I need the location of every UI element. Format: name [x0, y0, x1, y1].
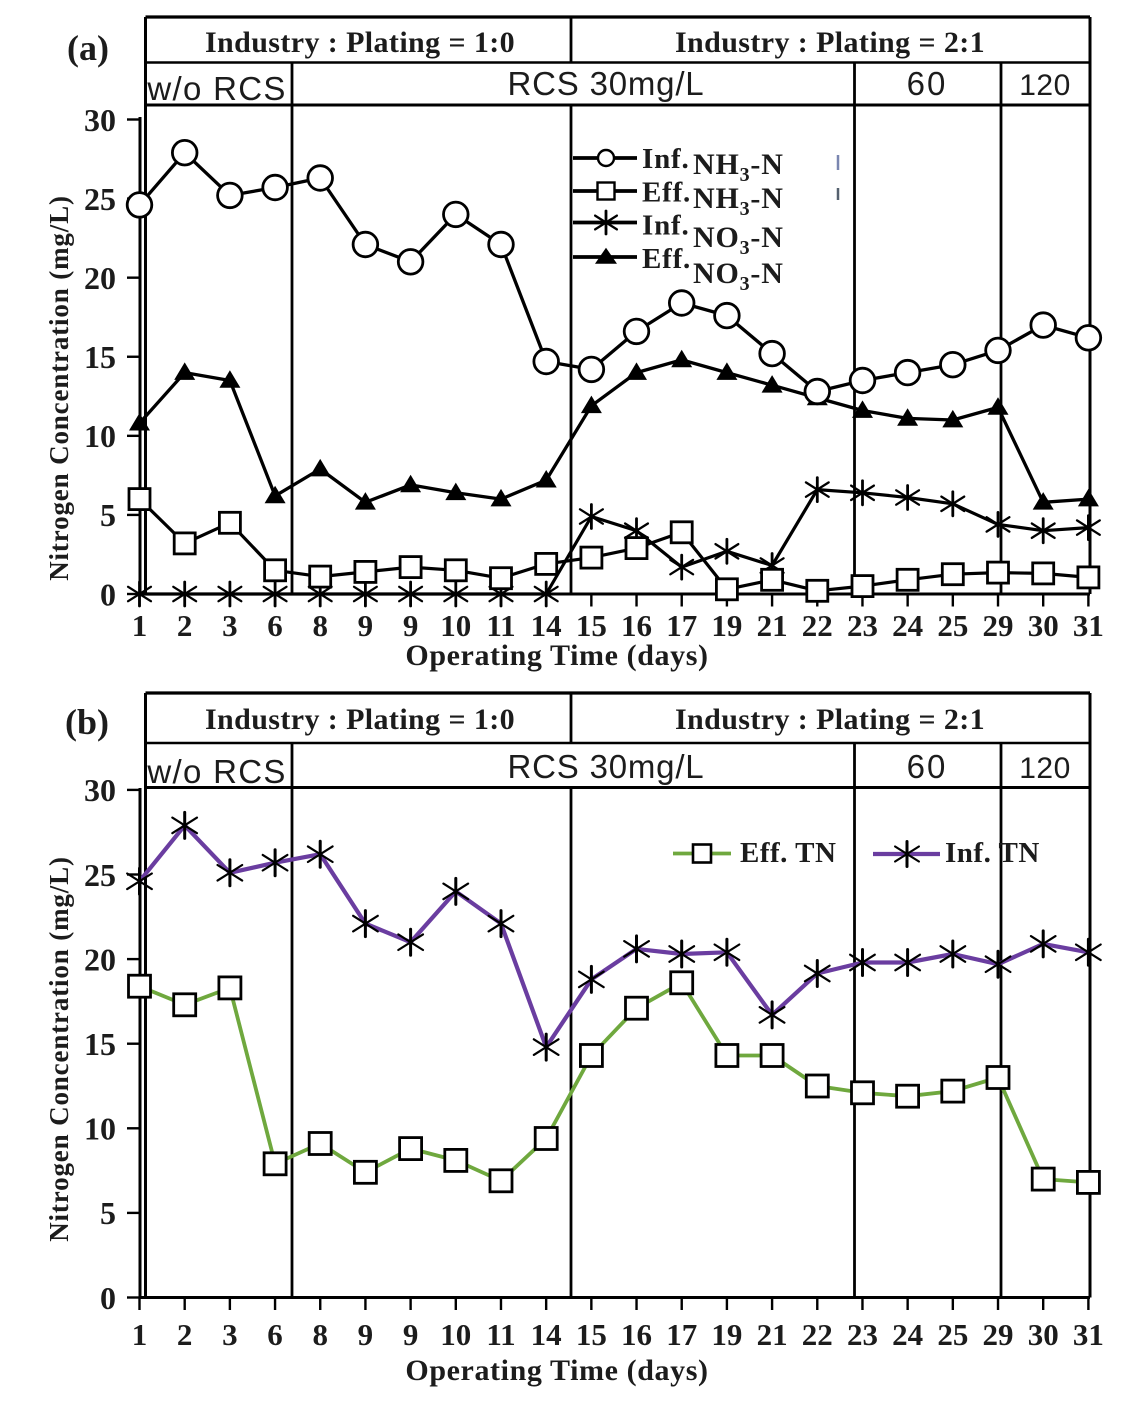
- svg-text:2: 2: [177, 1317, 193, 1352]
- svg-text:29: 29: [983, 1317, 1014, 1352]
- svg-text:120: 120: [1019, 752, 1071, 785]
- svg-text:60: 60: [907, 748, 948, 785]
- svg-text:Operating Time (days): Operating Time (days): [405, 639, 708, 672]
- svg-text:Eff.: Eff.: [642, 243, 691, 275]
- svg-text:3: 3: [222, 608, 238, 643]
- svg-text:25: 25: [937, 608, 968, 643]
- svg-text:29: 29: [983, 608, 1014, 643]
- svg-text:16: 16: [621, 608, 652, 643]
- svg-text:30: 30: [84, 102, 116, 138]
- svg-text:2: 2: [177, 608, 193, 643]
- svg-text:(b): (b): [65, 702, 109, 742]
- svg-text:15: 15: [84, 339, 116, 375]
- svg-text:14: 14: [531, 1317, 562, 1352]
- svg-text:w/o RCS: w/o RCS: [146, 753, 286, 790]
- svg-text:25: 25: [84, 181, 116, 217]
- svg-text:17: 17: [666, 1317, 697, 1352]
- svg-text:31: 31: [1073, 608, 1104, 643]
- svg-text:1: 1: [132, 1317, 148, 1352]
- svg-text:10: 10: [84, 1111, 116, 1147]
- svg-text:Industry : Plating = 1:0: Industry : Plating = 1:0: [205, 703, 515, 736]
- svg-text:NO3-N: NO3-N: [693, 221, 784, 259]
- svg-text:0: 0: [100, 576, 116, 612]
- svg-text:6: 6: [267, 1317, 283, 1352]
- svg-text:5: 5: [100, 497, 116, 533]
- svg-text:1: 1: [132, 608, 148, 643]
- svg-text:RCS 30mg/L: RCS 30mg/L: [508, 748, 705, 785]
- svg-text:21: 21: [757, 608, 788, 643]
- svg-text:24: 24: [892, 1317, 923, 1352]
- svg-text:10: 10: [440, 608, 471, 643]
- svg-text:22: 22: [802, 1317, 833, 1352]
- svg-text:6: 6: [267, 608, 283, 643]
- svg-text:Eff.: Eff.: [642, 177, 691, 209]
- svg-text:15: 15: [576, 1317, 607, 1352]
- svg-text:17: 17: [666, 608, 697, 643]
- svg-text:30: 30: [1028, 1317, 1059, 1352]
- svg-text:Industry : Plating = 1:0: Industry : Plating = 1:0: [205, 26, 515, 59]
- svg-text:30: 30: [84, 772, 116, 808]
- svg-text:24: 24: [892, 608, 923, 643]
- svg-text:8: 8: [312, 1317, 328, 1352]
- svg-text:w/o RCS: w/o RCS: [146, 70, 286, 107]
- svg-text:5: 5: [100, 1195, 116, 1231]
- svg-text:3: 3: [222, 1317, 238, 1352]
- svg-text:Inf.: Inf.: [642, 210, 690, 242]
- svg-text:15: 15: [576, 608, 607, 643]
- svg-text:9: 9: [403, 1317, 419, 1352]
- svg-text:0: 0: [100, 1280, 116, 1316]
- svg-text:Operating Time (days): Operating Time (days): [405, 1354, 708, 1387]
- svg-text:60: 60: [907, 65, 948, 102]
- svg-text:25: 25: [937, 1317, 968, 1352]
- svg-text:Eff. TN: Eff. TN: [740, 837, 836, 869]
- svg-text:9: 9: [403, 608, 419, 643]
- svg-text:30: 30: [1028, 608, 1059, 643]
- svg-text:31: 31: [1073, 1317, 1104, 1352]
- svg-text:10: 10: [84, 418, 116, 454]
- svg-text:8: 8: [312, 608, 328, 643]
- svg-text:22: 22: [802, 608, 833, 643]
- svg-text:15: 15: [84, 1026, 116, 1062]
- svg-text:Industry : Plating = 2:1: Industry : Plating = 2:1: [675, 703, 985, 736]
- svg-text:11: 11: [486, 1317, 515, 1352]
- svg-text:19: 19: [711, 1317, 742, 1352]
- svg-text:16: 16: [621, 1317, 652, 1352]
- svg-text:21: 21: [757, 1317, 788, 1352]
- svg-text:NH3-N: NH3-N: [693, 148, 784, 186]
- svg-text:9: 9: [358, 1317, 374, 1352]
- svg-text:19: 19: [711, 608, 742, 643]
- svg-text:RCS 30mg/L: RCS 30mg/L: [508, 65, 705, 102]
- svg-text:(a): (a): [67, 28, 109, 68]
- svg-text:Nitrogen Concentration (mg/L): Nitrogen Concentration (mg/L): [44, 195, 74, 581]
- svg-text:Inf. TN: Inf. TN: [945, 837, 1040, 869]
- svg-text:20: 20: [84, 260, 116, 296]
- svg-text:Nitrogen Concentration (mg/L): Nitrogen Concentration (mg/L): [44, 856, 74, 1242]
- svg-text:23: 23: [847, 608, 878, 643]
- svg-text:23: 23: [847, 1317, 878, 1352]
- svg-text:9: 9: [358, 608, 374, 643]
- svg-text:25: 25: [84, 857, 116, 893]
- svg-text:10: 10: [440, 1317, 471, 1352]
- svg-text:14: 14: [531, 608, 562, 643]
- svg-text:NO3-N: NO3-N: [693, 257, 784, 295]
- svg-text:NH3-N: NH3-N: [693, 182, 784, 220]
- svg-text:Industry : Plating = 2:1: Industry : Plating = 2:1: [675, 26, 985, 59]
- svg-text:120: 120: [1019, 69, 1071, 102]
- svg-text:20: 20: [84, 941, 116, 977]
- svg-text:Inf.: Inf.: [642, 143, 690, 175]
- svg-text:11: 11: [486, 608, 515, 643]
